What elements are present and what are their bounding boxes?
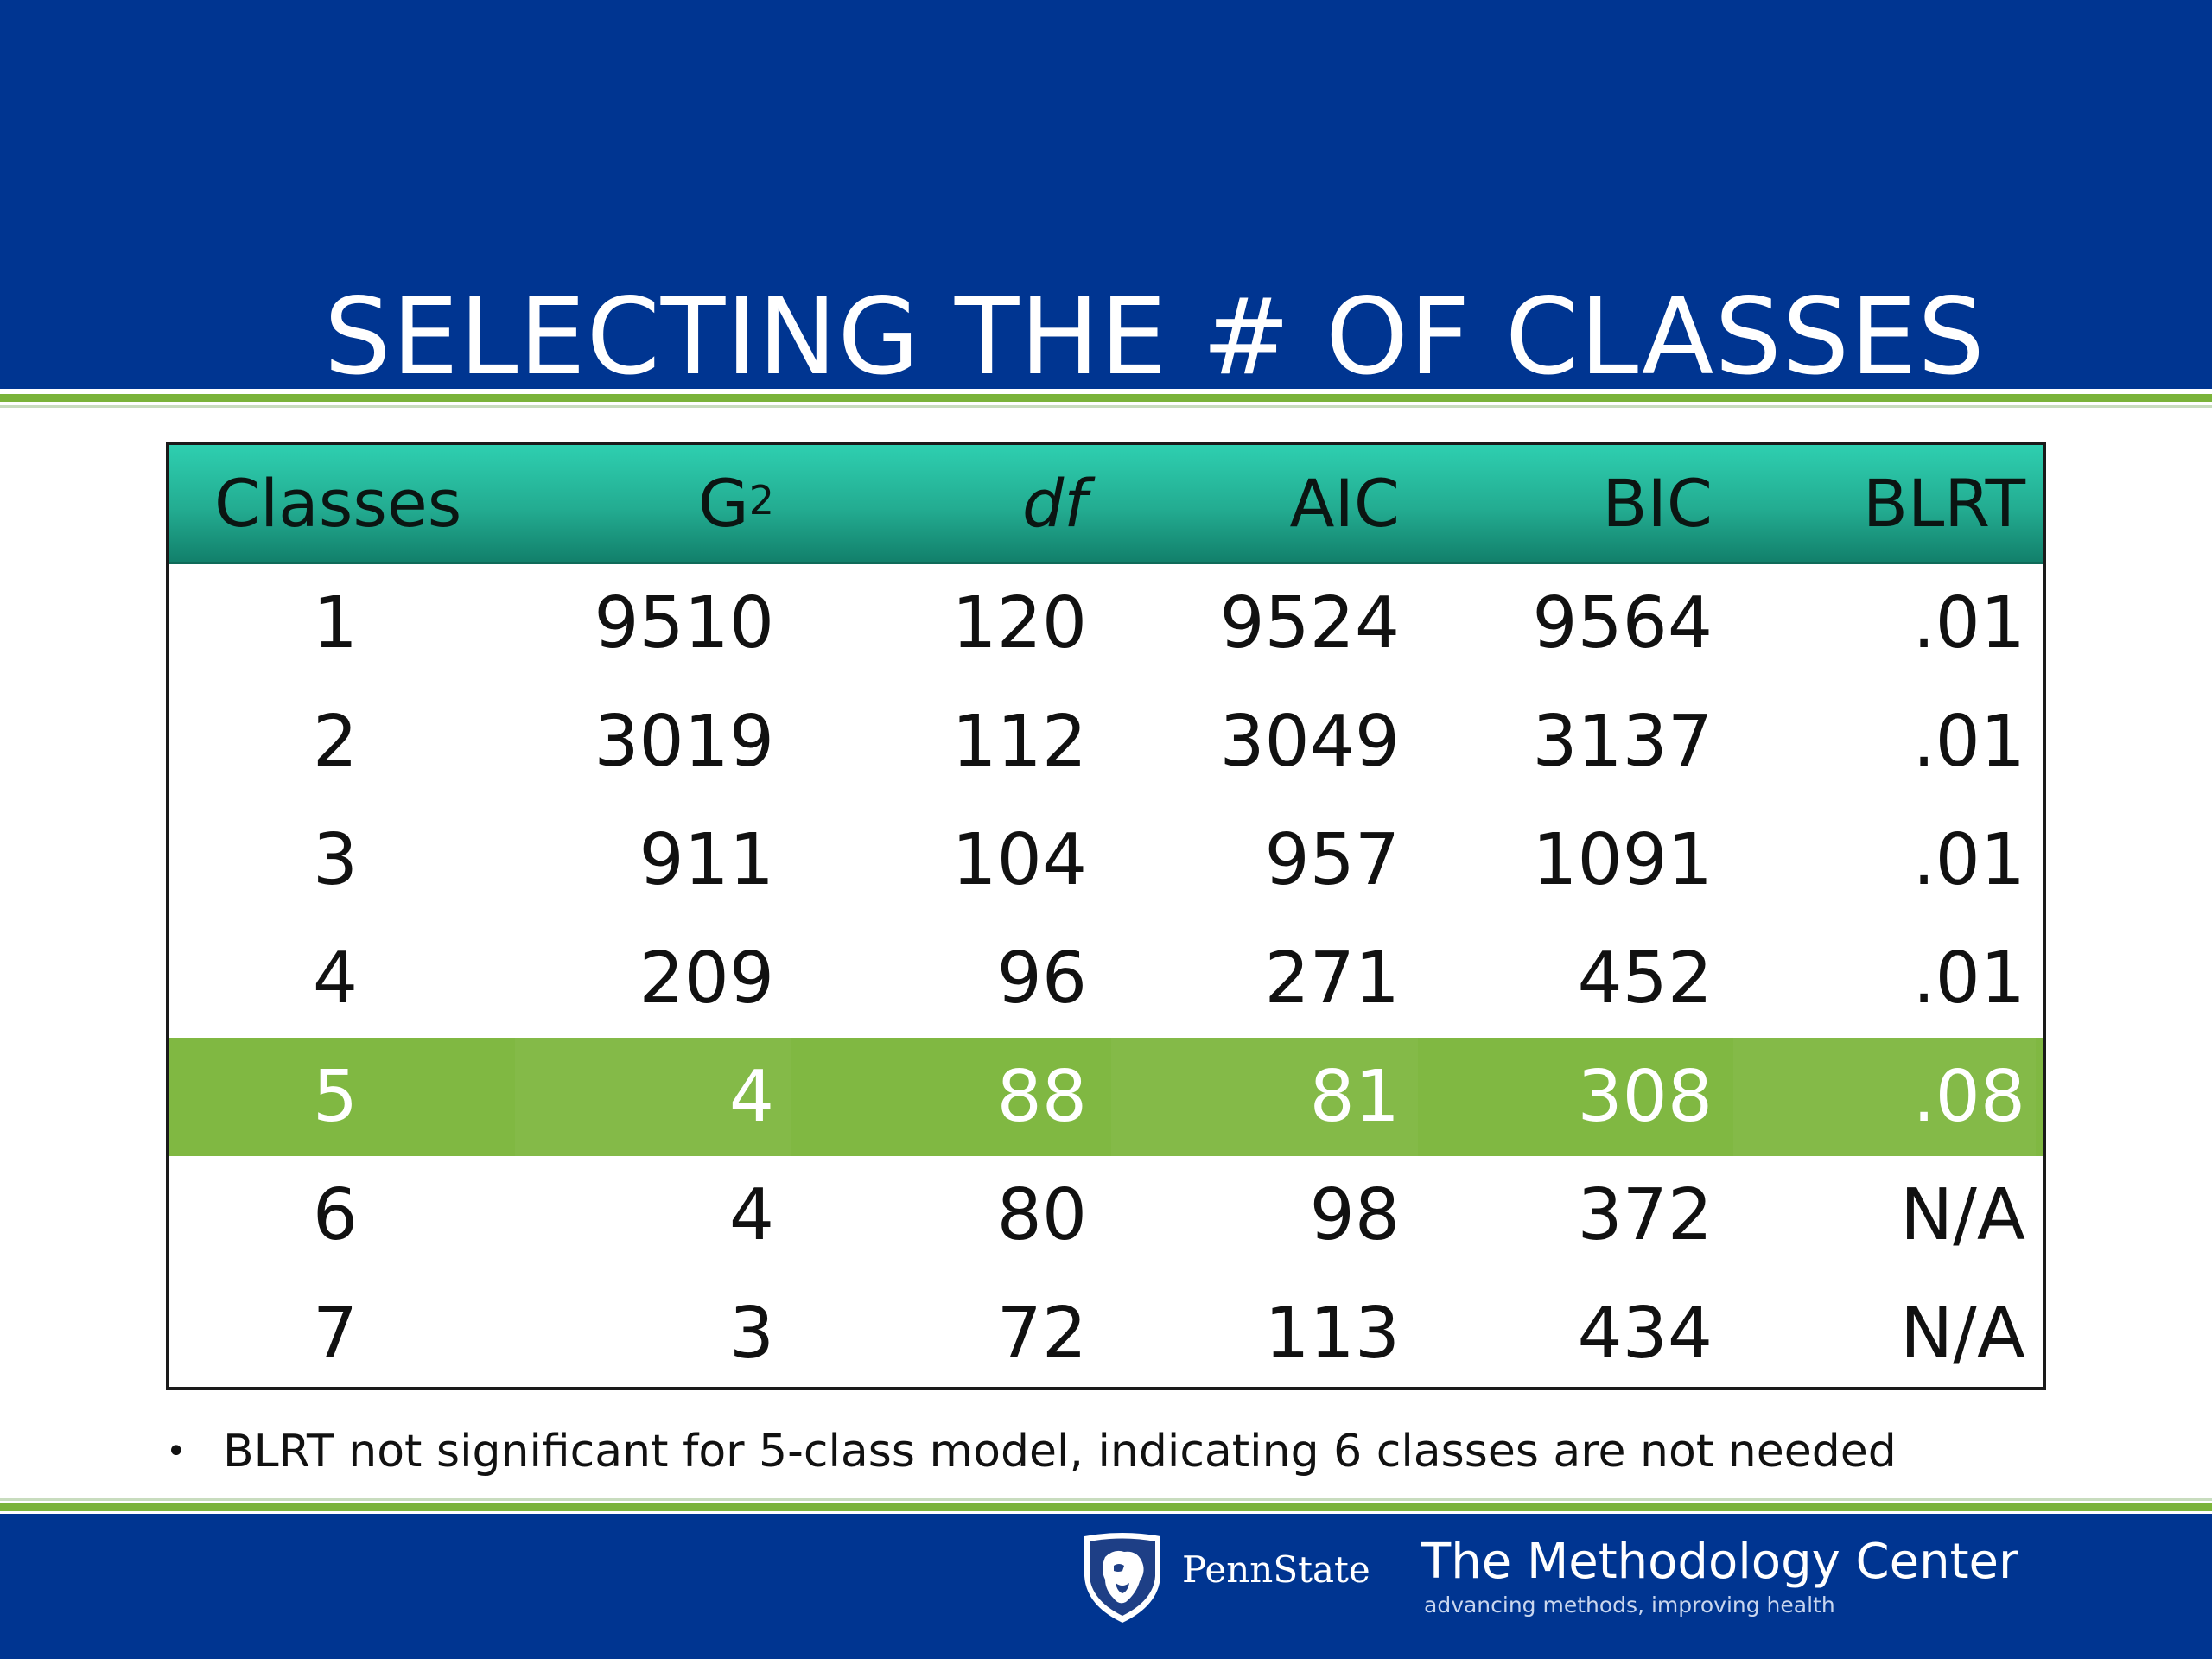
table-row: 3 911 104 957 1091 .01 [169,801,2043,919]
bottom-divider-green [0,1503,2212,1511]
table-row: 4 209 96 271 452 .01 [169,919,2043,1038]
top-banner [0,0,2212,389]
cell-g2: 911 [639,819,774,901]
cell-bic: 1091 [1532,819,1713,901]
cell-bic: 308 [1577,1056,1713,1138]
slide-title: SELECTING THE # OF CLASSES [324,276,1986,398]
header-g2-superscript: 2 [748,476,774,524]
table-row: 7 3 72 113 434 N/A [169,1274,2043,1393]
table-row: 6 4 80 98 372 N/A [169,1156,2043,1274]
center-tagline: advancing methods, improving health [1424,1592,1835,1618]
cell-g2: 9510 [594,582,774,664]
bullet-icon: • [166,1432,187,1471]
cell-g2: 4 [728,1174,774,1256]
table-row: 2 3019 112 3049 3137 .01 [169,683,2043,801]
footnote-text: BLRT not significant for 5-class model, … [223,1426,1897,1478]
cell-aic: 98 [1309,1174,1400,1256]
cell-classes: 6 [312,1174,359,1256]
cell-g2: 209 [639,938,774,1020]
cell-blrt: .01 [1912,819,2025,901]
cell-blrt: .01 [1912,701,2025,783]
cell-blrt: N/A [1899,1293,2025,1375]
bottom-divider-light [0,1498,2212,1501]
cell-df: 80 [996,1174,1087,1256]
cell-blrt: .01 [1912,582,2025,664]
university-wordmark: PennState [1182,1548,1370,1591]
cell-classes: 7 [312,1293,359,1375]
cell-classes: 2 [312,701,359,783]
cell-classes: 3 [312,819,359,901]
cell-bic: 434 [1577,1293,1713,1375]
cell-bic: 3137 [1532,701,1713,783]
cell-aic: 3049 [1219,701,1400,783]
footnote: • BLRT not significant for 5-class model… [166,1417,2110,1486]
cell-df: 104 [951,819,1087,901]
cell-bic: 9564 [1532,582,1713,664]
cell-blrt: N/A [1899,1174,2025,1256]
cell-aic: 113 [1264,1293,1400,1375]
cell-aic: 9524 [1219,582,1400,664]
cell-df: 96 [996,938,1087,1020]
cell-df: 112 [951,701,1087,783]
cell-g2: 3019 [594,701,774,783]
cell-g2: 3 [728,1293,774,1375]
table-row: 1 9510 120 9524 9564 .01 [169,564,2043,683]
cell-aic: 271 [1264,938,1400,1020]
header-df: df [1022,465,1087,542]
cell-df: 120 [951,582,1087,664]
cell-classes: 1 [312,582,359,664]
cell-bic: 452 [1577,938,1713,1020]
header-blrt: BLRT [1862,465,2025,542]
top-divider-green [0,394,2212,402]
cell-bic: 372 [1577,1174,1713,1256]
cell-classes: 5 [312,1056,359,1138]
header-bic: BIC [1602,465,1713,542]
penn-state-shield-icon [1084,1533,1160,1623]
center-name: The Methodology Center [1421,1534,2019,1590]
cell-classes: 4 [312,938,359,1020]
cell-aic: 957 [1264,819,1400,901]
top-divider-white [0,389,2212,394]
cell-aic: 81 [1309,1056,1400,1138]
header-g2-base: G [697,465,749,542]
top-divider-light [0,405,2212,408]
cell-df: 72 [996,1293,1087,1375]
header-aic: AIC [1289,465,1400,542]
cell-df: 88 [996,1056,1087,1138]
header-classes: Classes [214,465,462,542]
cell-blrt: .08 [1912,1056,2025,1138]
cell-blrt: .01 [1912,938,2025,1020]
cell-g2: 4 [728,1056,774,1138]
table-row-highlighted: 5 4 88 81 308 .08 [169,1038,2043,1156]
